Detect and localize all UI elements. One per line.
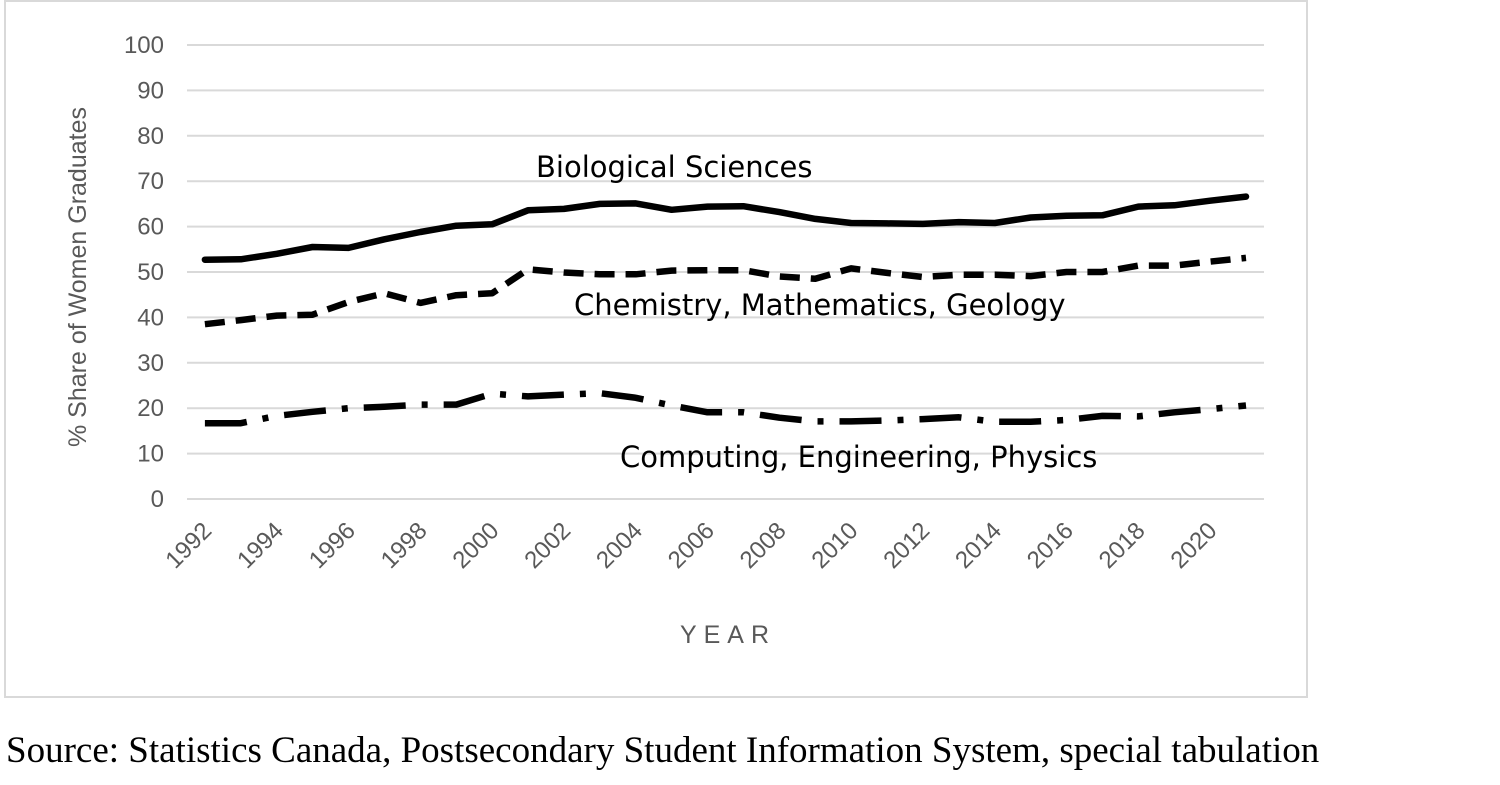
source-note: Source: Statistics Canada, Postsecondary…: [6, 730, 1320, 771]
series-line-chemistry-mathematics-geology: [204, 254, 1247, 328]
y-tick-label: 90: [137, 77, 164, 104]
x-tick-labels: 1992 1994 1996 1998 2000 2002 2004 2006 2008 2010…: [160, 517, 1222, 574]
series-label-computing-engineering-physics: Computing, Engineering, Physics: [620, 440, 1097, 474]
y-tick-label: 30: [137, 350, 164, 377]
x-tick-label: 2006: [663, 517, 720, 574]
y-tick-label: 20: [137, 395, 164, 422]
x-tick-label: 2002: [519, 517, 576, 574]
x-tick-label: 2012: [878, 517, 935, 574]
y-tick-label: 40: [137, 304, 164, 331]
x-tick-label: 1992: [160, 517, 217, 574]
x-tick-label: 2014: [950, 517, 1007, 574]
y-tick-labels: 0 10 20 30 40 50 60 70 80 90 100: [124, 32, 164, 513]
x-tick-label: 2008: [735, 517, 792, 574]
x-tick-label: 2018: [1094, 517, 1151, 574]
x-tick-label: 1998: [376, 517, 433, 574]
x-axis-title: YEAR: [680, 621, 776, 649]
series-line-biological-sciences: [201, 193, 1250, 263]
series-label-chemistry-mathematics-geology: Chemistry, Mathematics, Geology: [574, 288, 1066, 322]
y-tick-label: 70: [137, 168, 164, 195]
x-tick-label: 1994: [232, 517, 289, 574]
chart-frame: 0 10 20 30 40 50 60 70 80 90 100 1992 1994 1996 1998 2…: [4, 0, 1308, 698]
x-tick-label: 2016: [1022, 517, 1079, 574]
y-tick-label: 80: [137, 123, 164, 150]
x-tick-label: 1996: [304, 517, 361, 574]
y-tick-label: 10: [137, 441, 164, 468]
line-chart: 0 10 20 30 40 50 60 70 80 90 100 1992 1994 1996 1998 2…: [64, 32, 1264, 649]
y-tick-label: 100: [124, 32, 164, 59]
series-line-computing-engineering-physics: [204, 389, 1247, 427]
x-tick-label: 2020: [1166, 517, 1223, 574]
x-tick-label: 2010: [807, 517, 864, 574]
y-axis-title: % Share of Women Graduates: [64, 107, 92, 447]
series-label-biological-sciences: Biological Sciences: [536, 150, 812, 184]
y-tick-label: 60: [137, 214, 164, 241]
y-tick-label: 50: [137, 259, 164, 286]
y-tick-label: 0: [151, 486, 164, 513]
x-tick-label: 2004: [591, 517, 648, 574]
x-tick-label: 2000: [448, 517, 505, 574]
series-lines: [201, 193, 1250, 427]
